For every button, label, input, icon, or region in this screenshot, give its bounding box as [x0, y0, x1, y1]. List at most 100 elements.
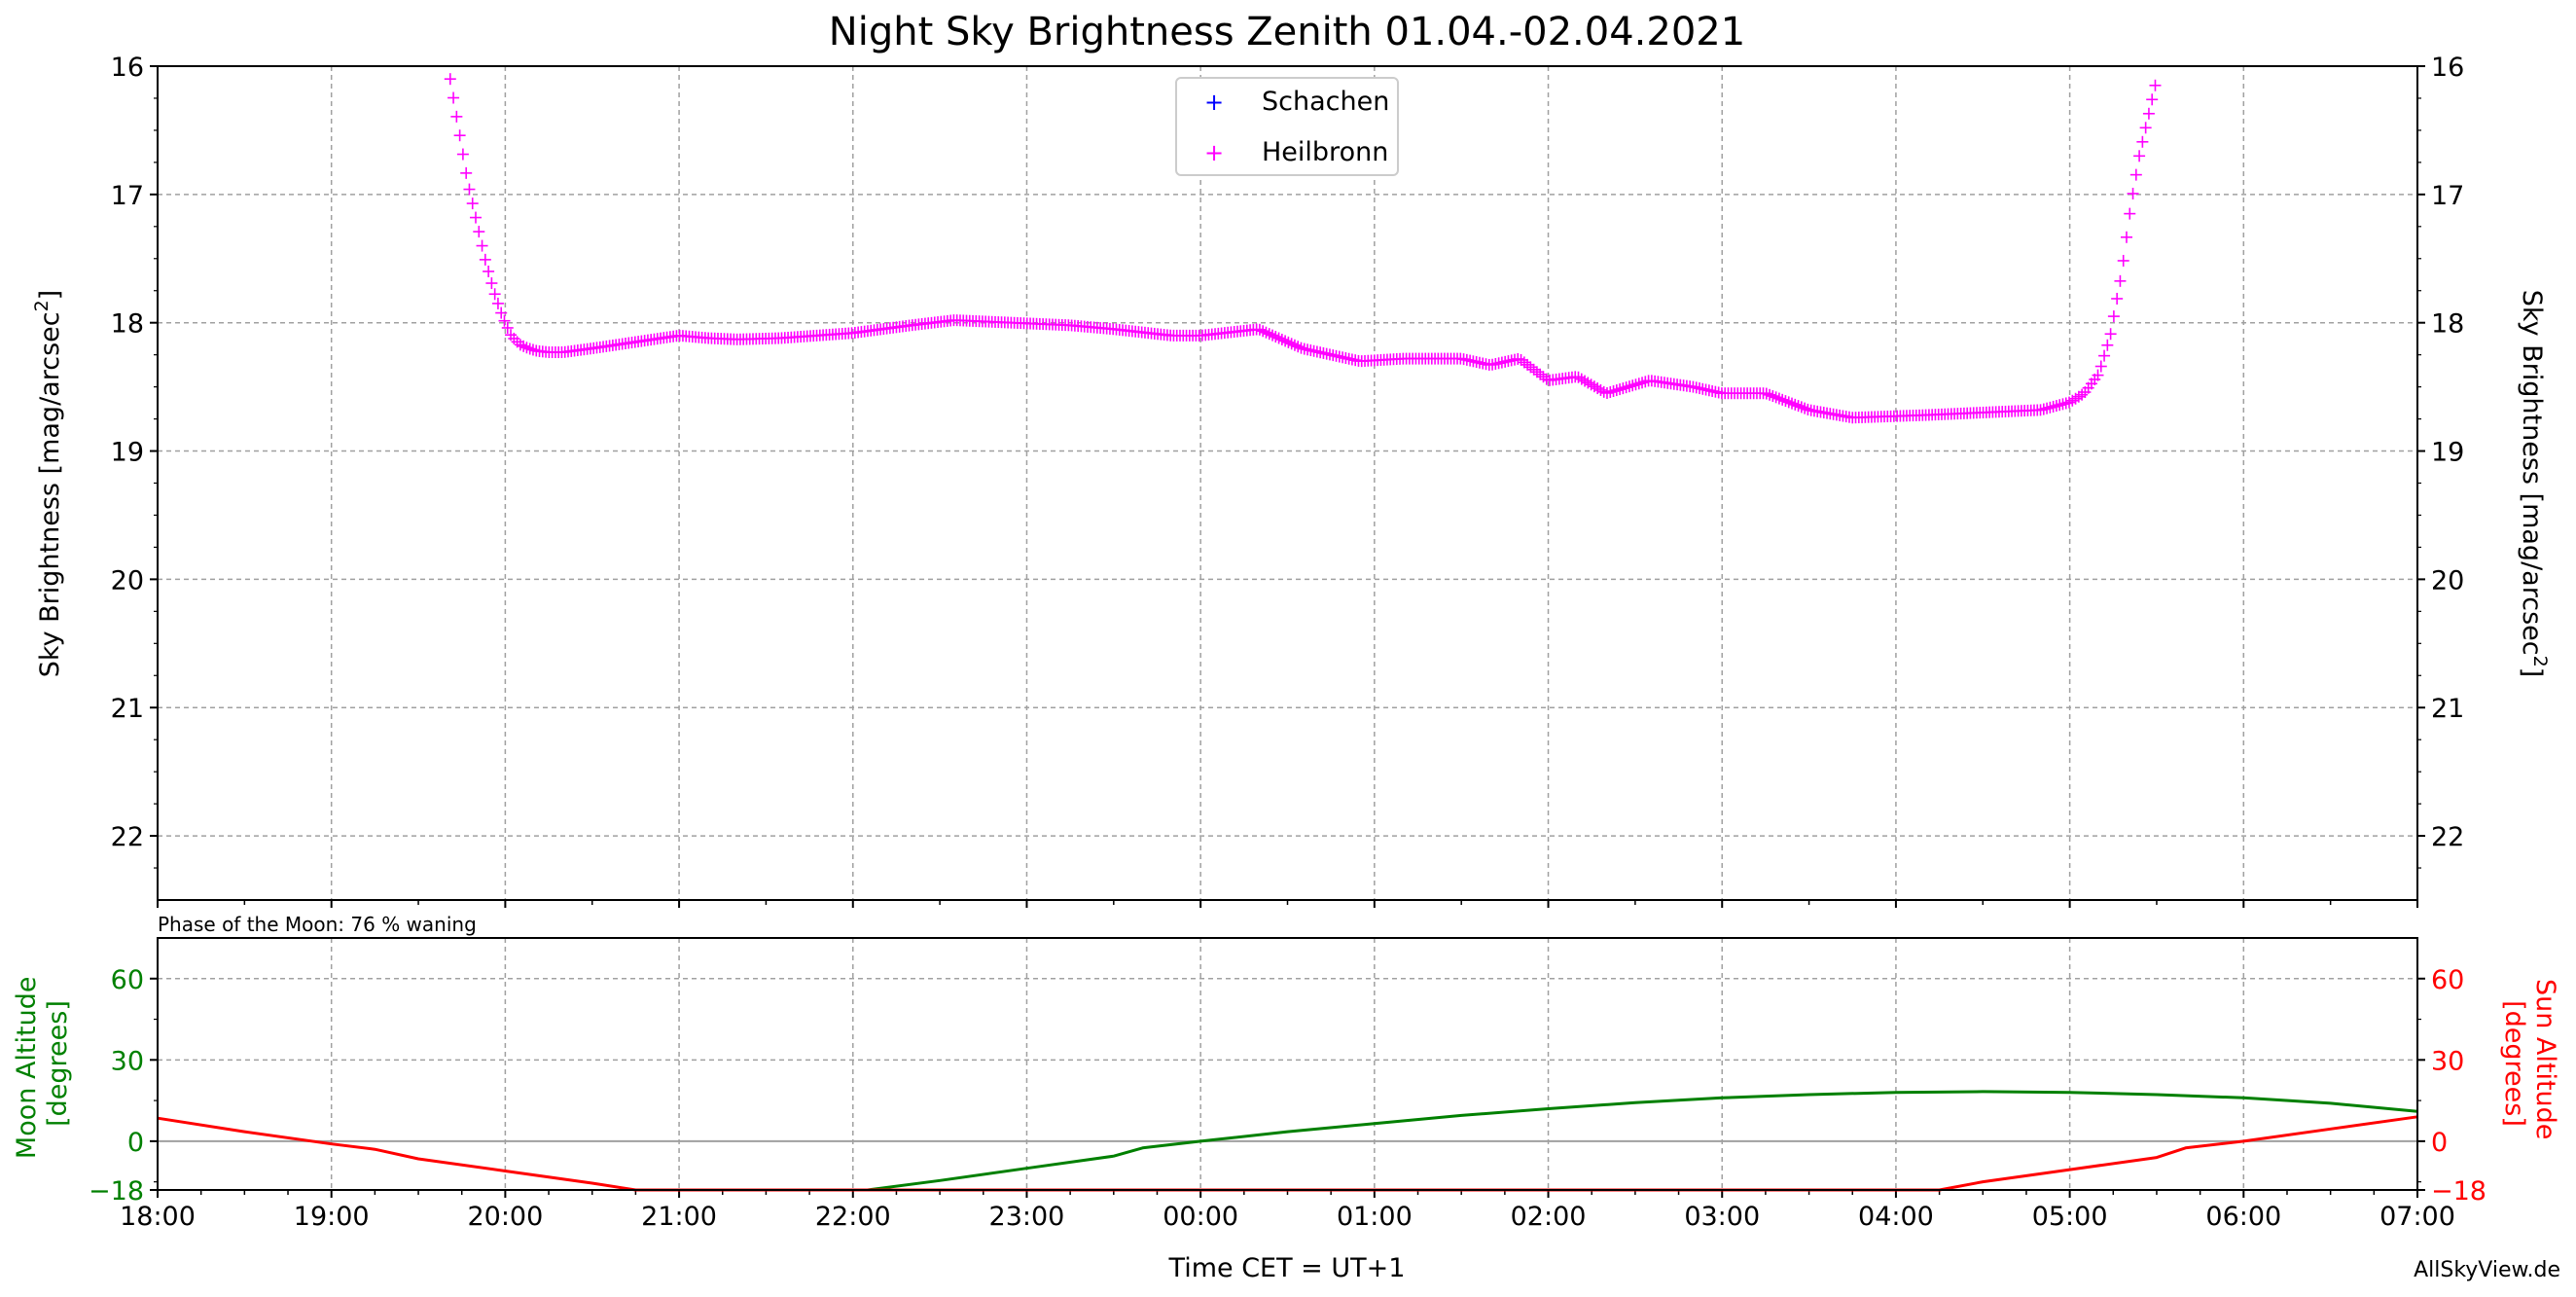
- credit-text: AllSkyView.de: [2414, 1258, 2560, 1282]
- heilbronn-point: [2114, 274, 2127, 287]
- brightness-ytick-label-left: 20: [111, 565, 144, 595]
- x-axis-label: Time CET = UT+1: [1168, 1253, 1406, 1283]
- heilbronn-point: [2107, 310, 2120, 323]
- legend-label-schachen: Schachen: [1262, 87, 1389, 117]
- heilbronn-point: [460, 166, 473, 179]
- heilbronn-point: [483, 265, 495, 277]
- heilbronn-point: [2117, 254, 2129, 267]
- heilbronn-point: [2149, 79, 2162, 91]
- heilbronn-point: [463, 183, 476, 196]
- altitude-grid: [157, 938, 2418, 1190]
- heilbronn-point: [470, 211, 483, 224]
- heilbronn-point: [447, 91, 460, 104]
- brightness-ytick-label-left: 19: [111, 438, 144, 468]
- brightness-ytick-label-right: 18: [2431, 309, 2464, 340]
- heilbronn-point: [2094, 360, 2107, 373]
- legend-box: [1175, 77, 1399, 176]
- heilbronn-point: [488, 288, 501, 301]
- x-tick-label: 23:00: [989, 1202, 1065, 1232]
- altitude-panel: 18:00 19:00 20:00 21:00 22:00 23:00 00:00 01:00…: [89, 937, 2487, 1232]
- heilbronn-point: [485, 277, 498, 290]
- x-tick-label: 02:00: [1511, 1202, 1587, 1232]
- legend-label-heilbronn: Heilbronn: [1262, 137, 1388, 167]
- moon-phase-annotation: Phase of the Moon: 76 % waning: [158, 913, 477, 936]
- heilbronn-point: [450, 110, 463, 123]
- heilbronn-point: [2124, 207, 2136, 220]
- heilbronn-point: [2142, 107, 2155, 120]
- x-tick-label: 06:00: [2205, 1202, 2281, 1232]
- x-tick-label: 19:00: [294, 1202, 370, 1232]
- moon-ytick-label: −18: [89, 1176, 144, 1207]
- brightness-ytick-label-left: 16: [111, 53, 144, 83]
- heilbronn-point: [2092, 369, 2104, 381]
- legend-item-schachen: + Schachen: [1204, 87, 1389, 117]
- brightness-ytick-label-right: 21: [2431, 694, 2464, 724]
- heilbronn-point: [2101, 339, 2114, 351]
- heilbronn-point: [2104, 328, 2117, 341]
- heilbronn-point: [2133, 150, 2146, 162]
- brightness-ylabel-left: Sky Brightness [mag/arcsec2]: [31, 290, 65, 677]
- x-tick-label: 01:00: [1337, 1202, 1413, 1232]
- heilbronn-point: [2129, 168, 2142, 181]
- brightness-grid: [157, 65, 2418, 900]
- heilbronn-point: [498, 314, 511, 327]
- brightness-ytick-label-right: 22: [2431, 822, 2464, 852]
- brightness-ytick-label-left: 21: [111, 694, 144, 724]
- moon-altitude-label: Moon Altitude [degrees]: [12, 968, 73, 1159]
- brightness-ylabel-right: Sky Brightness [mag/arcsec2]: [2517, 290, 2551, 677]
- sun-ytick-label: 0: [2431, 1128, 2448, 1158]
- heilbronn-point: [501, 321, 514, 334]
- brightness-ytick-label-left: 17: [111, 181, 144, 211]
- x-tick-label: 07:00: [2379, 1202, 2455, 1232]
- brightness-points: [444, 73, 2162, 424]
- brightness-ytick-label-left: 22: [111, 822, 144, 852]
- heilbronn-point: [473, 226, 485, 238]
- x-tick-label: 03:00: [1684, 1202, 1760, 1232]
- x-tick-label: 21:00: [641, 1202, 717, 1232]
- legend-marker-schachen: +: [1204, 89, 1224, 116]
- heilbronn-point: [2098, 349, 2111, 362]
- altitude-plot-frame: [157, 937, 2418, 1191]
- legend-item-heilbronn: + Heilbronn: [1204, 137, 1388, 167]
- x-tick-label: 00:00: [1163, 1202, 1238, 1232]
- brightness-panel: 16 16 17 17 18 18 19 19 20 20 21 21 22 22: [111, 53, 2464, 908]
- chart-title: Night Sky Brightness Zenith 01.04.-02.04…: [829, 10, 1745, 54]
- heilbronn-point: [2120, 231, 2132, 243]
- brightness-ytick-label-right: 20: [2431, 565, 2464, 595]
- moon-altitude-label-line1: Moon Altitude: [12, 977, 42, 1160]
- heilbronn-point: [2127, 187, 2139, 199]
- legend: + Schachen + Heilbronn: [1175, 77, 1399, 176]
- brightness-ytick-label-right: 17: [2431, 181, 2464, 211]
- heilbronn-point: [2139, 122, 2152, 134]
- moon-ytick-label: 0: [127, 1128, 144, 1158]
- moon-ytick-label: 30: [111, 1046, 144, 1076]
- sun-altitude-label-line2: [degrees]: [2499, 1000, 2529, 1127]
- x-tick-label: 18:00: [120, 1202, 196, 1232]
- sun-altitude-label: Sun Altitude [degrees]: [2499, 979, 2560, 1148]
- sun-ytick-label: 30: [2431, 1046, 2464, 1076]
- brightness-plot-frame: [157, 65, 2418, 901]
- heilbronn-point: [2146, 93, 2159, 106]
- sun-ytick-label: 60: [2431, 965, 2464, 995]
- sun-altitude-label-line1: Sun Altitude: [2530, 979, 2560, 1139]
- heilbronn-point: [491, 297, 504, 309]
- x-tick-label: 22:00: [815, 1202, 891, 1232]
- moon-altitude-label-line2: [degrees]: [43, 1000, 73, 1127]
- x-tick-label: 20:00: [467, 1202, 543, 1232]
- heilbronn-point: [479, 253, 491, 266]
- heilbronn-point: [495, 306, 508, 319]
- moon-altitude-line: [867, 1090, 2418, 1192]
- brightness-ytick-label-left: 18: [111, 309, 144, 340]
- x-tick-label: 04:00: [1858, 1202, 1934, 1232]
- legend-marker-heilbronn: +: [1204, 139, 1224, 166]
- sun-ytick-label: −18: [2431, 1176, 2487, 1207]
- brightness-ticks: 16 16 17 17 18 18 19 19 20 20 21 21 22 22: [111, 53, 2464, 908]
- heilbronn-point: [456, 148, 469, 161]
- heilbronn-point: [466, 198, 479, 210]
- heilbronn-point: [476, 239, 488, 252]
- brightness-ytick-label-right: 16: [2431, 53, 2464, 83]
- moon-ytick-label: 60: [111, 965, 144, 995]
- heilbronn-point: [2136, 135, 2149, 148]
- heilbronn-point: [444, 73, 456, 86]
